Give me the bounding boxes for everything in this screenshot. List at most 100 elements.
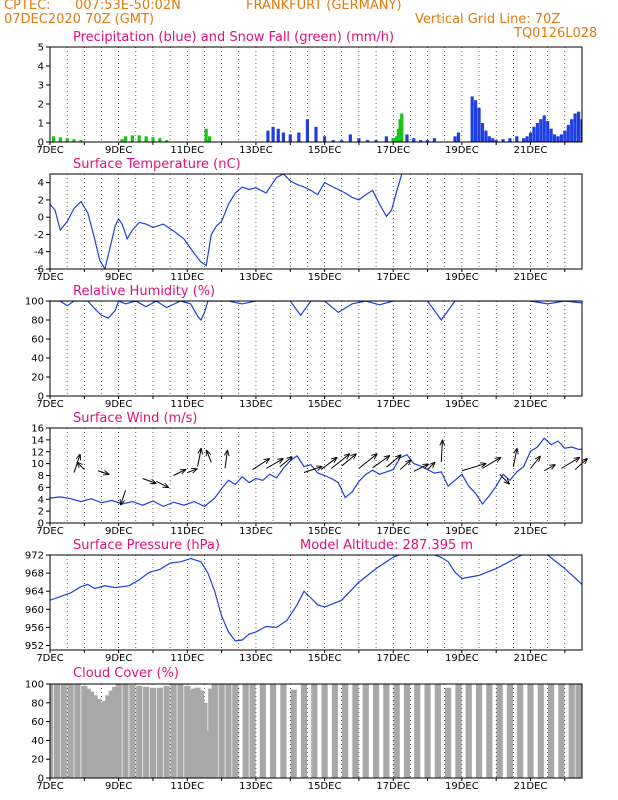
bar	[537, 684, 544, 778]
bar	[348, 134, 352, 142]
bar	[242, 684, 249, 778]
wind-vector	[372, 456, 390, 469]
bar	[453, 136, 457, 142]
bar	[137, 135, 141, 142]
bar	[115, 684, 122, 778]
panel-title: Precipitation (blue) and Snow Fall (gree…	[73, 30, 394, 45]
bar	[357, 138, 361, 142]
bar	[311, 684, 318, 778]
bar	[81, 685, 88, 778]
wind-vector	[386, 455, 400, 468]
bar	[101, 700, 109, 778]
y-tick-label: 40	[31, 354, 44, 365]
x-tick-label: 19DEC	[445, 653, 479, 664]
wind-vector	[156, 480, 168, 487]
x-tick-label: 15DEC	[308, 145, 342, 156]
bar	[535, 123, 539, 142]
x-tick-label: 11DEC	[170, 145, 204, 156]
bar	[465, 684, 472, 778]
bar	[144, 136, 148, 142]
bar	[434, 684, 441, 778]
bar	[546, 121, 550, 142]
x-tick-label: 21DEC	[514, 781, 548, 792]
bar	[486, 684, 493, 778]
y-tick-label: 12	[31, 447, 44, 458]
bar	[563, 130, 567, 142]
y-tick-label: 16	[31, 424, 44, 435]
header-coords: 007:53E-50:02N	[75, 0, 181, 13]
bar	[556, 136, 560, 142]
bar	[300, 684, 308, 778]
panel-5: Cloud Cover (%) 0 20 40 60 80 100 7DEC 9DEC 11DEC…	[25, 666, 583, 792]
y-tick-label: 100	[25, 297, 44, 308]
wind-vector	[441, 440, 442, 462]
wind-vector	[544, 465, 555, 472]
y-tick-label: 0	[38, 774, 44, 785]
series-line	[50, 174, 403, 269]
panel-4: Surface Pressure (hPa) Model Altitude: 28…	[25, 538, 583, 664]
x-tick-label: 19DEC	[445, 781, 479, 792]
bar	[91, 695, 98, 778]
bar	[331, 684, 338, 778]
bar	[187, 690, 194, 778]
x-tick-label: 13DEC	[239, 526, 273, 537]
panel-data	[50, 301, 582, 322]
bar	[65, 138, 69, 142]
bar	[383, 684, 390, 778]
x-tick-label: 19DEC	[445, 399, 479, 410]
bar	[84, 688, 91, 778]
bar	[72, 139, 76, 142]
plot-frame	[49, 683, 583, 779]
y-tick-label: 0	[38, 519, 44, 530]
header-vertical-grid: Vertical Grid Line: 70Z	[415, 12, 561, 27]
x-tick-label: 7DEC	[36, 781, 63, 792]
y-tick-label: 2	[38, 100, 44, 111]
bar	[393, 684, 400, 778]
panel-title: Surface Temperature (nC)	[73, 157, 241, 172]
bar	[491, 138, 495, 142]
bar	[477, 107, 481, 142]
wind-vector	[530, 456, 541, 469]
y-tick-label: 0	[38, 138, 44, 149]
panel-data	[50, 174, 403, 269]
bar	[576, 111, 581, 142]
x-tick-label: 21DEC	[514, 526, 548, 537]
bar	[177, 684, 184, 778]
bar	[290, 689, 297, 778]
bar	[305, 119, 310, 142]
x-tick-label: 11DEC	[170, 272, 204, 283]
bar	[158, 138, 162, 142]
y-tick-label: 20	[31, 755, 44, 766]
bar	[204, 731, 211, 778]
bar	[508, 138, 512, 142]
bar	[517, 684, 524, 778]
x-tick-label: 17DEC	[376, 272, 410, 283]
y-tick-label: 5	[38, 43, 44, 54]
bar	[67, 684, 74, 778]
bar	[340, 140, 344, 142]
x-tick-label: 7DEC	[36, 145, 63, 156]
bar	[232, 684, 239, 778]
bar	[197, 690, 205, 778]
bar	[475, 684, 483, 778]
bar	[191, 688, 198, 778]
bar	[575, 684, 582, 778]
y-tick-label: 40	[31, 736, 44, 747]
bar	[549, 128, 553, 142]
x-tick-label: 17DEC	[376, 399, 410, 410]
bar	[184, 685, 191, 778]
wind-vector	[413, 464, 428, 472]
x-tick-label: 7DEC	[36, 272, 63, 283]
y-tick-label: 972	[25, 551, 44, 562]
bar	[269, 684, 277, 778]
bar	[123, 136, 128, 142]
bar	[280, 684, 287, 778]
wind-vector	[265, 459, 283, 469]
panel-2: Relative Humidity (%) 0 20 40 60 80 100 7DEC 9DE…	[25, 284, 583, 410]
plot-frame	[49, 173, 583, 270]
y-tick-label: 1	[38, 119, 44, 130]
bar	[425, 140, 430, 142]
x-tick-label: 13DEC	[239, 781, 273, 792]
x-tick-label: 21DEC	[514, 653, 548, 664]
bar	[362, 684, 369, 778]
